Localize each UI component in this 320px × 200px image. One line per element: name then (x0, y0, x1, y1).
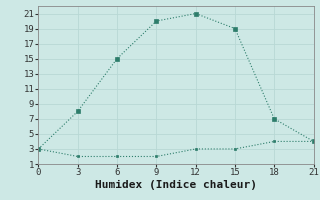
X-axis label: Humidex (Indice chaleur): Humidex (Indice chaleur) (95, 180, 257, 190)
